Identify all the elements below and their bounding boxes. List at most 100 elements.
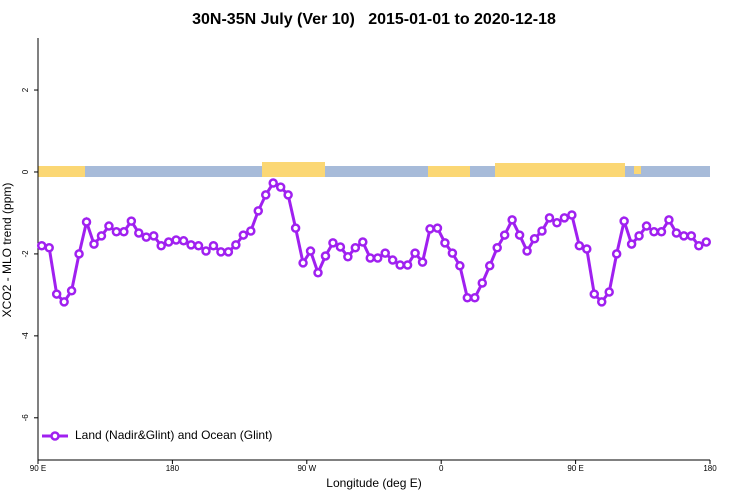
legend-label: Land (Nadir&Glint) and Ocean (Glint) xyxy=(75,428,272,442)
legend-marker xyxy=(50,431,60,441)
x-tick-label: 90 E xyxy=(567,464,583,473)
x-axis-label: Longitude (deg E) xyxy=(326,476,421,490)
point xyxy=(178,236,189,246)
point xyxy=(44,243,54,253)
y-tick-label: -2 xyxy=(21,250,30,258)
point xyxy=(514,230,525,240)
point xyxy=(387,255,398,265)
point xyxy=(253,206,264,216)
land-band xyxy=(634,166,641,174)
point xyxy=(208,240,219,251)
series-line xyxy=(41,181,707,305)
point xyxy=(51,289,62,299)
point xyxy=(358,237,368,247)
y-axis-label: XCO2 - MLO trend (ppm) xyxy=(0,183,14,318)
point xyxy=(529,234,540,244)
x-tick-label: 180 xyxy=(703,464,717,473)
point xyxy=(656,227,667,237)
point xyxy=(126,216,137,226)
point xyxy=(425,224,435,234)
point xyxy=(320,251,331,261)
point xyxy=(193,240,204,251)
point xyxy=(238,230,249,240)
point xyxy=(335,242,346,252)
point xyxy=(305,246,316,256)
point xyxy=(283,190,293,200)
point xyxy=(455,261,465,271)
point xyxy=(679,231,689,241)
land-ocean-strip xyxy=(38,162,710,177)
point xyxy=(619,216,629,226)
point xyxy=(440,238,450,248)
point xyxy=(216,247,226,257)
point xyxy=(641,221,652,231)
point xyxy=(171,235,181,245)
point xyxy=(634,231,644,241)
point xyxy=(66,286,77,296)
point xyxy=(626,239,637,249)
point xyxy=(328,238,338,248)
point xyxy=(74,249,84,259)
point xyxy=(96,231,107,241)
land-band xyxy=(38,166,85,177)
point xyxy=(492,243,502,253)
point xyxy=(201,246,211,256)
point xyxy=(462,293,473,303)
point xyxy=(686,231,697,241)
point xyxy=(649,227,659,237)
land-band xyxy=(495,163,625,177)
y-tick-label: -4 xyxy=(21,332,30,340)
point xyxy=(343,252,353,262)
y-tick-label: -6 xyxy=(21,414,30,422)
point xyxy=(664,215,674,225)
point xyxy=(246,226,256,236)
point xyxy=(537,226,547,236)
point xyxy=(268,178,278,188)
y-tick-label: 2 xyxy=(21,87,30,92)
point xyxy=(163,237,174,247)
point xyxy=(395,260,405,270)
point xyxy=(671,228,682,238)
point xyxy=(694,240,704,251)
point xyxy=(507,215,517,225)
point xyxy=(260,190,271,200)
point xyxy=(574,240,585,251)
point xyxy=(559,213,570,223)
point xyxy=(290,223,301,233)
point xyxy=(596,297,607,307)
point xyxy=(499,230,510,240)
point xyxy=(410,248,420,258)
ocean-band xyxy=(38,166,710,177)
point xyxy=(402,260,413,270)
point xyxy=(484,261,495,271)
point xyxy=(231,240,241,250)
point xyxy=(298,258,308,268)
point xyxy=(552,218,562,228)
point xyxy=(104,221,114,231)
point xyxy=(119,227,129,237)
point xyxy=(111,227,122,237)
chart-title: 30N-35N July (Ver 10) 2015-01-01 to 2020… xyxy=(192,11,556,28)
point xyxy=(701,237,712,247)
point xyxy=(372,253,383,263)
x-tick-label: 180 xyxy=(166,464,180,473)
point xyxy=(156,240,166,251)
point xyxy=(186,240,196,250)
x-tick-label: 0 xyxy=(439,464,444,473)
point xyxy=(365,253,376,263)
point xyxy=(477,278,488,288)
point xyxy=(417,257,428,267)
point xyxy=(522,246,532,256)
point xyxy=(582,244,592,254)
point xyxy=(313,268,323,278)
land-band xyxy=(428,166,470,177)
point xyxy=(447,248,458,258)
land-band xyxy=(262,162,325,177)
point xyxy=(89,239,99,249)
point xyxy=(223,247,234,257)
point xyxy=(611,249,622,259)
point xyxy=(134,228,144,238)
point xyxy=(141,232,152,242)
point xyxy=(81,217,92,227)
